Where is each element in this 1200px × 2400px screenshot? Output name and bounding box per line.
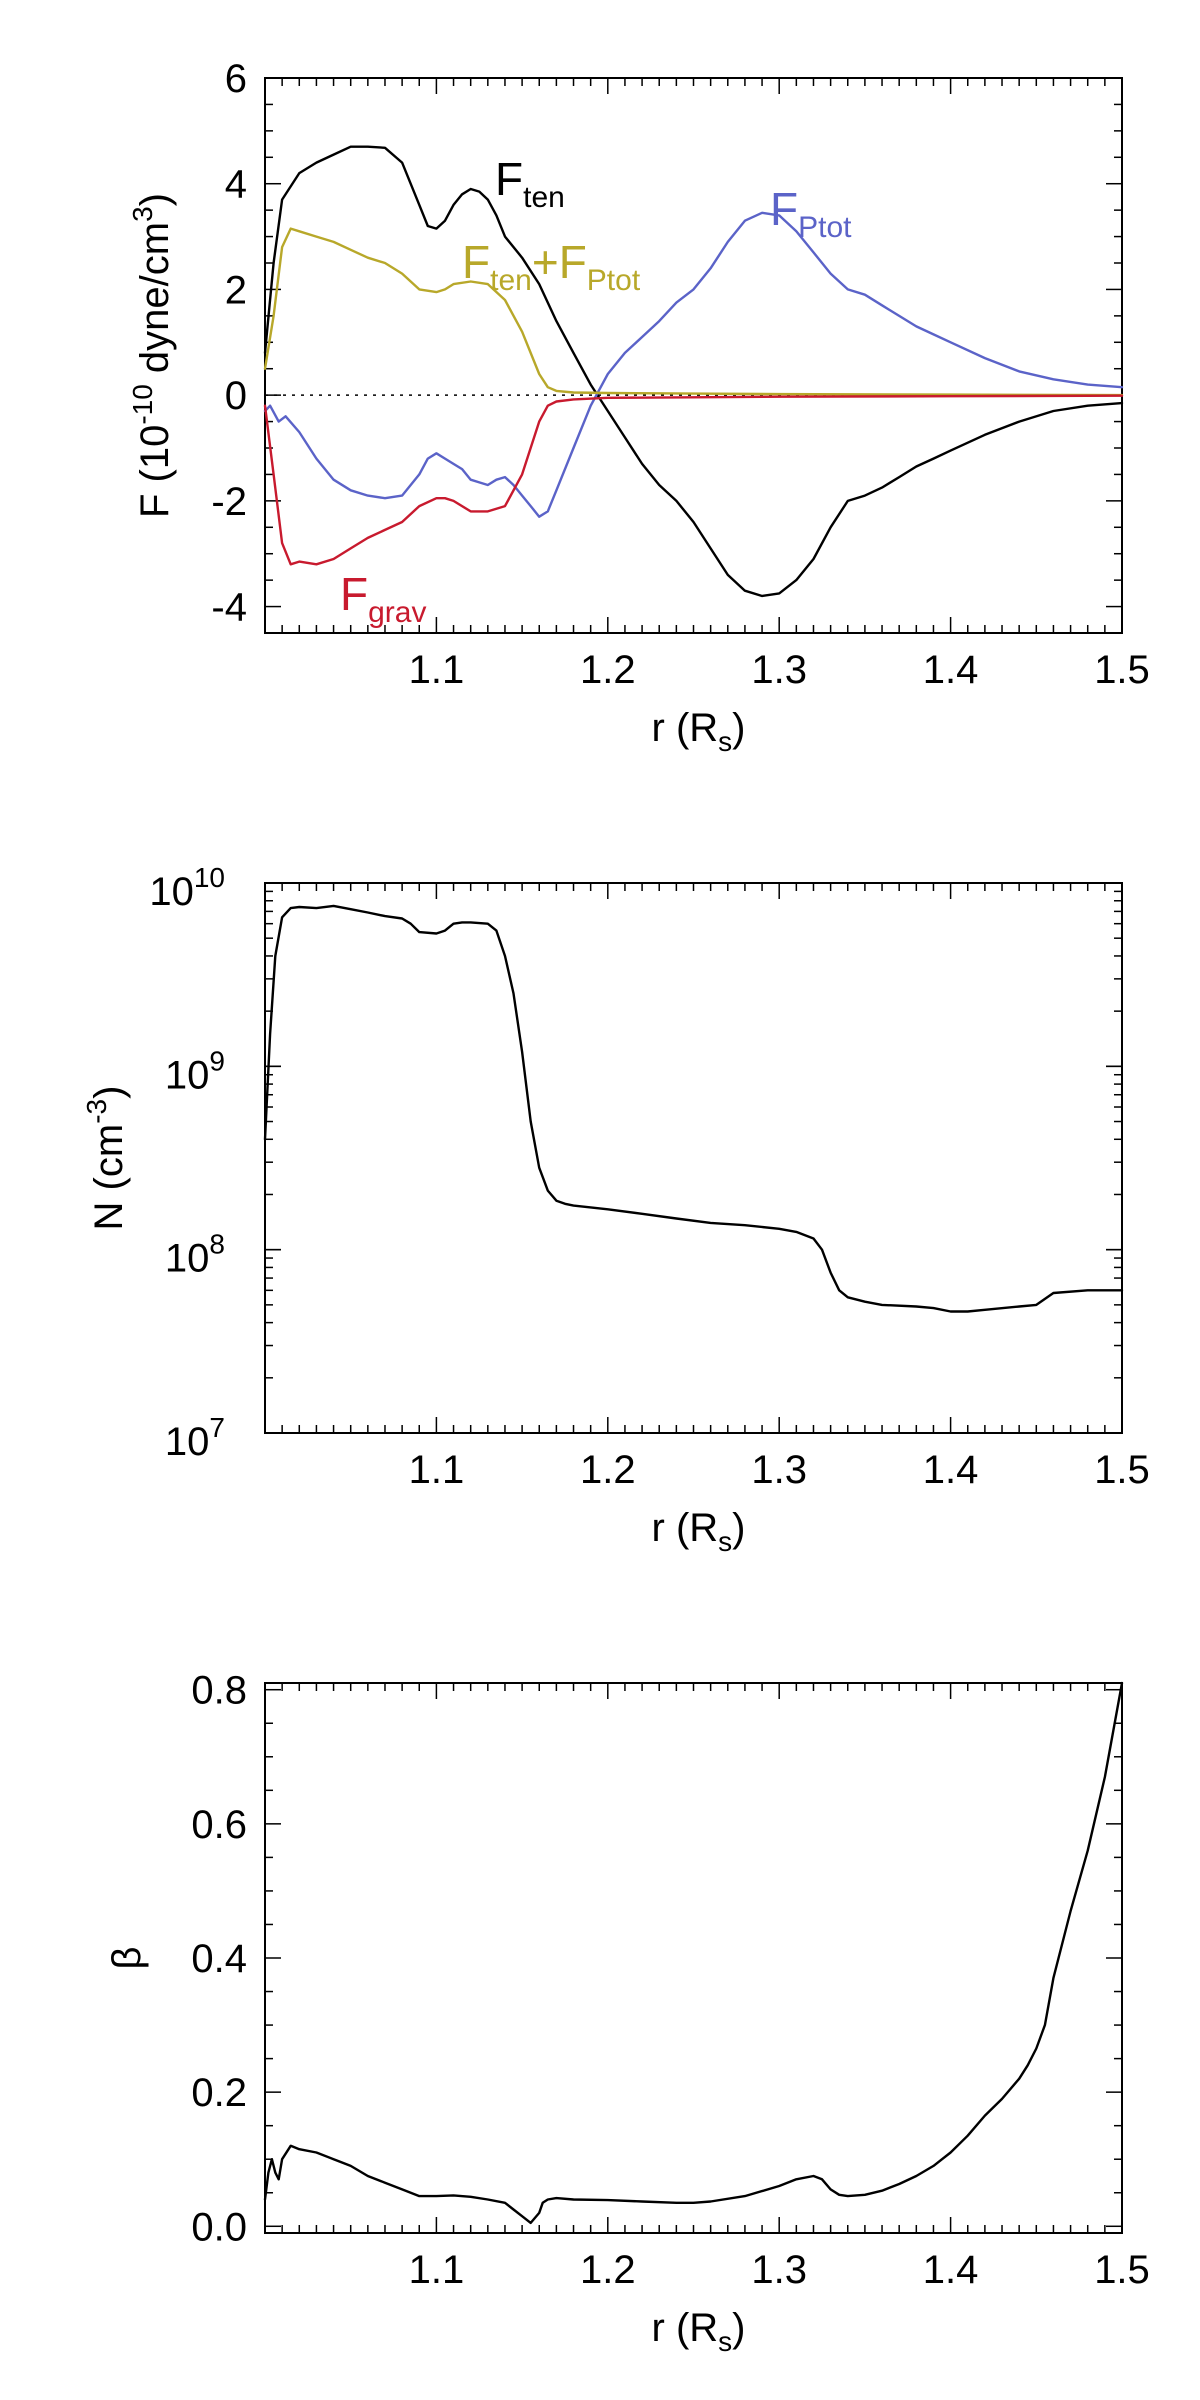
y-tick-label: 0.8 [191,1669,247,1713]
x-tick-label: 1.1 [409,648,465,692]
series-label-f-grav: Fgrav [340,568,426,629]
x-tick-label: 1.5 [1094,2248,1150,2292]
plot-frame [264,1682,1123,2234]
x-axis-label: r (Rs) [652,1506,746,1557]
series-label-f-ten: Ften [495,153,565,214]
y-tick-label: -4 [211,586,247,630]
chart-panel-1: 1.1 1.2 1.3 1.4 1.5 r (Rs) -4 -2 0 2 4 6 F (10-10 dy… [127,57,1150,757]
x-tick-label: 1.3 [751,2248,807,2292]
plot-frame [264,77,1123,634]
y-tick-label: 0.0 [191,2205,247,2249]
series-label-f-sum: Ften+FPtot [462,236,641,297]
x-tick-label: 1.3 [751,648,807,692]
chart-panel-3: 1.1 1.2 1.3 1.4 1.5 r (Rs) 0.0 0.2 0.4 0.6 0.8 β [105,1669,1150,2357]
x-tick-label: 1.5 [1094,1448,1150,1492]
series-line-f-ten-f-ptot [263,227,1124,397]
y-tick-label: 2 [225,268,247,312]
x-tick-label: 1.4 [923,648,979,692]
x-tick-label: 1.2 [580,1448,636,1492]
y-axis-label: N (cm-3) [81,1086,131,1231]
x-tick-label: 1.4 [923,1448,979,1492]
x-tick-label: 1.2 [580,648,636,692]
y-axis-label: F (10-10 dyne/cm3) [127,193,177,518]
y-tick-label: -2 [211,480,247,524]
plot-frame [264,882,1123,1434]
x-tick-label: 1.3 [751,1448,807,1492]
series-label-f-ptot: FPtot [770,183,852,244]
chart-panel-2: 1.1 1.2 1.3 1.4 1.5 r (Rs) 107 108 109 1010 N (cm-… [81,862,1150,1557]
y-tick-label: 1010 [149,862,225,914]
y-tick-label: 108 [165,1229,225,1281]
y-tick-label: 0 [225,374,247,418]
x-tick-label: 1.1 [409,1448,465,1492]
y-tick-label: 6 [225,57,247,101]
y-axis-label: β [105,1946,149,1969]
series-line-f-grav [263,394,1124,566]
series-line-data [263,904,1124,1313]
x-axis-label: r (Rs) [652,706,746,757]
y-tick-label: 107 [165,1412,225,1464]
x-tick-label: 1.2 [580,2248,636,2292]
x-tick-label: 1.5 [1094,648,1150,692]
series-line-f-ptot [263,211,1124,518]
x-axis-label: r (Rs) [652,2306,746,2357]
y-tick-label: 4 [225,163,247,207]
y-tick-label: 109 [165,1045,225,1097]
x-tick-label: 1.1 [409,2248,465,2292]
y-tick-label: 0.6 [191,1803,247,1847]
series-line-data [263,1681,1124,2225]
series-line-f-ten [263,145,1124,598]
y-tick-label: 0.4 [191,1937,247,1981]
x-tick-label: 1.4 [923,2248,979,2292]
y-tick-label: 0.2 [191,2071,247,2115]
